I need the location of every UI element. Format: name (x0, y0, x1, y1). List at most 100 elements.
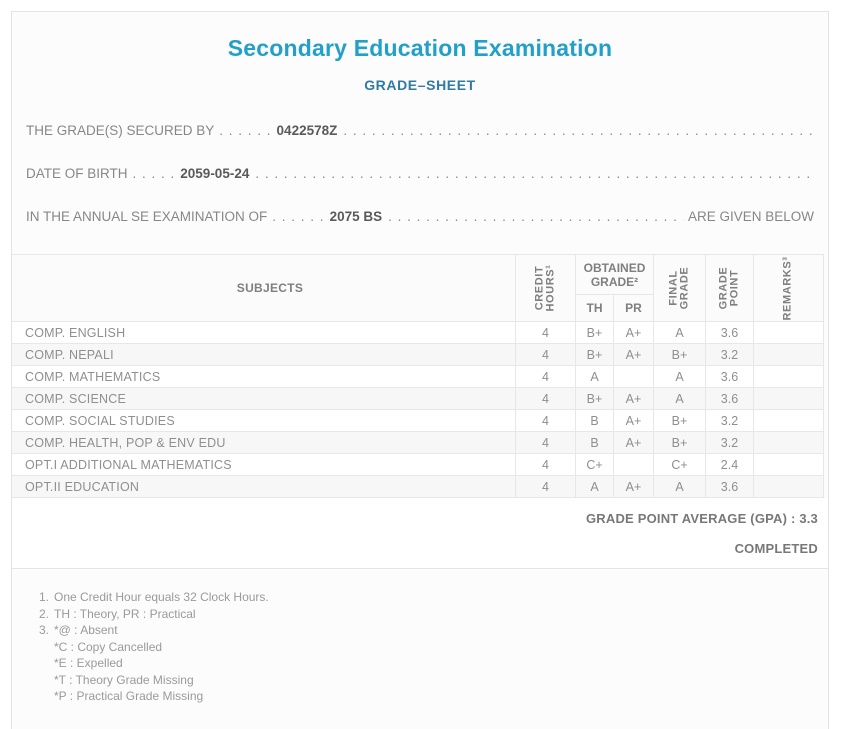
subject-cell: COMP. SOCIAL STUDIES (12, 409, 516, 432)
date-of-birth-label: DATE OF BIRTH (26, 166, 128, 181)
grade-point-cell: 3.2 (705, 343, 754, 366)
footnote-number: 2. (39, 606, 50, 621)
grade-point-cell: 3.6 (705, 321, 754, 344)
footnote-line: *T : Theory Grade Missing (39, 672, 828, 689)
theory-grade-cell: B (575, 409, 614, 432)
secured-by-label: THE GRADE(S) SECURED BY (26, 123, 215, 138)
theory-header: TH (575, 294, 614, 322)
theory-grade-cell: B+ (575, 343, 614, 366)
symbol-number-value: 0422578Z (276, 123, 338, 138)
final-grade-cell: B+ (653, 431, 706, 454)
completed-status: COMPLETED (734, 541, 818, 556)
practical-grade-cell: A+ (613, 475, 654, 498)
are-given-below-label: ARE GIVEN BELOW (687, 209, 814, 224)
info-line-secured-by: THE GRADE(S) SECURED BY . . . . . . 0422… (26, 123, 814, 143)
final-grade-header: FINAL GRADE (653, 254, 706, 322)
final-grade-cell: A (653, 475, 706, 498)
obtained-grade-header: OBTAINED GRADE² (575, 254, 654, 295)
final-grade-cell: A (653, 365, 706, 388)
credit-hours-header-label: CREDIT HOURS¹ (533, 264, 557, 312)
theory-grade-cell: A (575, 365, 614, 388)
info-line-examination-year: IN THE ANNUAL SE EXAMINATION OF . . . . … (26, 209, 814, 229)
credit-cell: 4 (515, 409, 576, 432)
credit-cell: 4 (515, 475, 576, 498)
practical-grade-cell: A+ (613, 387, 654, 410)
footnote-line: 1. One Credit Hour equals 32 Clock Hours… (39, 589, 828, 606)
footnote-number: 3. (39, 623, 50, 637)
grade-point-header-label: GRADE POINT (717, 266, 741, 310)
grade-sheet-subtitle: GRADE–SHEET (364, 77, 476, 93)
credit-cell: 4 (515, 343, 576, 366)
subject-cell: COMP. MATHEMATICS (12, 365, 516, 388)
table-row: COMP. MATHEMATICS 4 A A 3.6 (12, 365, 824, 388)
date-of-birth-value: 2059-05-24 (180, 166, 250, 181)
footnote-line: 2. TH : Theory, PR : Practical (39, 606, 828, 623)
gpa-text: GRADE POINT AVERAGE (GPA) : 3.3 (585, 511, 818, 526)
table-row: COMP. HEALTH, POP & ENV EDU 4 B A+ B+ 3.… (12, 431, 824, 454)
examination-of-label: IN THE ANNUAL SE EXAMINATION OF (26, 209, 268, 224)
grade-sheet-panel: Secondary Education Examination GRADE–SH… (11, 11, 829, 729)
final-grade-cell: C+ (653, 453, 706, 476)
final-grade-cell: B+ (653, 343, 706, 366)
footnote-number (39, 655, 54, 672)
subject-cell: COMP. SCIENCE (12, 387, 516, 410)
practical-grade-cell (613, 453, 654, 476)
remarks-header-label: REMARKS³ (781, 255, 794, 321)
remarks-cell (753, 365, 824, 388)
subjects-header: SUBJECTS (12, 254, 516, 322)
practical-header: PR (613, 294, 654, 322)
remarks-cell (753, 387, 824, 410)
dot-leader-fill: . . . . . . . . . . . . . . . . . . . . … (388, 209, 684, 224)
table-row: COMP. NEPALI 4 B+ A+ B+ 3.2 (12, 343, 824, 366)
footnote-line: *C : Copy Cancelled (39, 639, 828, 656)
subject-cell: COMP. NEPALI (12, 343, 516, 366)
info-line-date-of-birth: DATE OF BIRTH . . . . . 2059-05-24 . . .… (26, 166, 814, 186)
practical-grade-cell (613, 365, 654, 388)
final-grade-cell: B+ (653, 409, 706, 432)
subject-cell: COMP. HEALTH, POP & ENV EDU (12, 431, 516, 454)
grade-point-cell: 3.2 (705, 409, 754, 432)
footnote-number: 1. (39, 590, 50, 604)
grade-point-cell: 3.2 (705, 431, 754, 454)
table-row: COMP. SOCIAL STUDIES 4 B A+ B+ 3.2 (12, 409, 824, 432)
dot-leader: . . . . . (132, 166, 176, 181)
footnote-text: One Credit Hour equals 32 Clock Hours. (54, 590, 269, 604)
info-area: THE GRADE(S) SECURED BY . . . . . . 0422… (26, 123, 814, 229)
dot-leader-fill: . . . . . . . . . . . . . . . . . . . . … (255, 166, 814, 181)
remarks-header: REMARKS³ (753, 254, 824, 322)
practical-grade-cell: A+ (613, 409, 654, 432)
footnote-line: 3. *@ : Absent (39, 622, 828, 639)
footnote-text: *@ : Absent (54, 623, 118, 637)
credit-cell: 4 (515, 453, 576, 476)
credit-cell: 4 (515, 321, 576, 344)
remarks-cell (753, 431, 824, 454)
theory-grade-cell: B (575, 431, 614, 454)
footnote-line: *E : Expelled (39, 655, 828, 672)
practical-grade-cell: A+ (613, 321, 654, 344)
credit-cell: 4 (515, 431, 576, 454)
credit-cell: 4 (515, 365, 576, 388)
grades-table: SUBJECTS CREDIT HOURS¹ OBTAINED GRADE² F… (12, 254, 824, 498)
subject-cell: COMP. ENGLISH (12, 321, 516, 344)
practical-grade-cell: A+ (613, 343, 654, 366)
remarks-cell (753, 343, 824, 366)
summary-section: GRADE POINT AVERAGE (GPA) : 3.3 COMPLETE… (12, 498, 828, 569)
theory-grade-cell: C+ (575, 453, 614, 476)
grade-point-header: GRADE POINT (705, 254, 754, 322)
footnote-number (39, 672, 54, 689)
page-title: Secondary Education Examination (227, 35, 613, 61)
table-row: COMP. ENGLISH 4 B+ A+ A 3.6 (12, 321, 824, 344)
subject-cell: OPT.I ADDITIONAL MATHEMATICS (12, 453, 516, 476)
practical-grade-cell: A+ (613, 431, 654, 454)
remarks-cell (753, 475, 824, 498)
dot-leader: . . . . . . (272, 209, 325, 224)
footnote-text: TH : Theory, PR : Practical (54, 606, 196, 621)
footnote-text: *E : Expelled (54, 656, 123, 670)
theory-grade-cell: B+ (575, 387, 614, 410)
dot-leader: . . . . . . (219, 123, 272, 138)
theory-grade-cell: B+ (575, 321, 614, 344)
dot-leader-fill: . . . . . . . . . . . . . . . . . . . . … (343, 123, 814, 138)
remarks-cell (753, 453, 824, 476)
credit-cell: 4 (515, 387, 576, 410)
obtained-grade-header-label: OBTAINED GRADE² (583, 260, 646, 289)
